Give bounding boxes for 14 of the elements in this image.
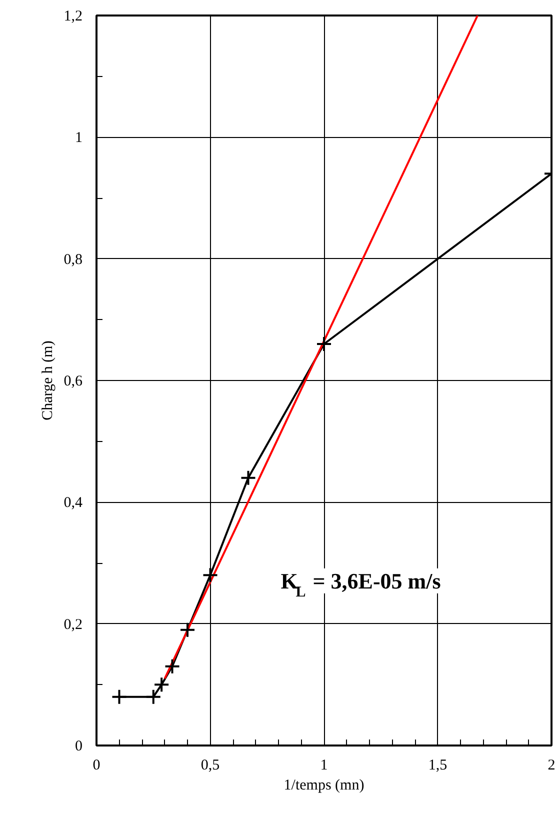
x-tick-label: 2 — [548, 758, 555, 774]
x-tick-label: 1,5 — [428, 758, 448, 774]
x-tick-label: 0,5 — [200, 758, 220, 774]
x-axis-title: 1/temps (mn) — [284, 778, 364, 794]
y-axis-title: Charge h (m) — [40, 340, 56, 420]
y-tick-label: 0,8 — [64, 252, 82, 268]
y-tick-label: 1,2 — [64, 8, 82, 24]
y-tick-label: 0,4 — [64, 495, 83, 512]
y-tick-label: 0,2 — [64, 616, 82, 633]
y-tick-label: 0,6 — [64, 374, 83, 390]
y-tick-label: 0 — [75, 738, 82, 754]
x-tick-label: 0 — [92, 758, 100, 774]
x-tick-label: 1 — [320, 758, 328, 774]
y-tick-label: 1 — [75, 130, 82, 146]
